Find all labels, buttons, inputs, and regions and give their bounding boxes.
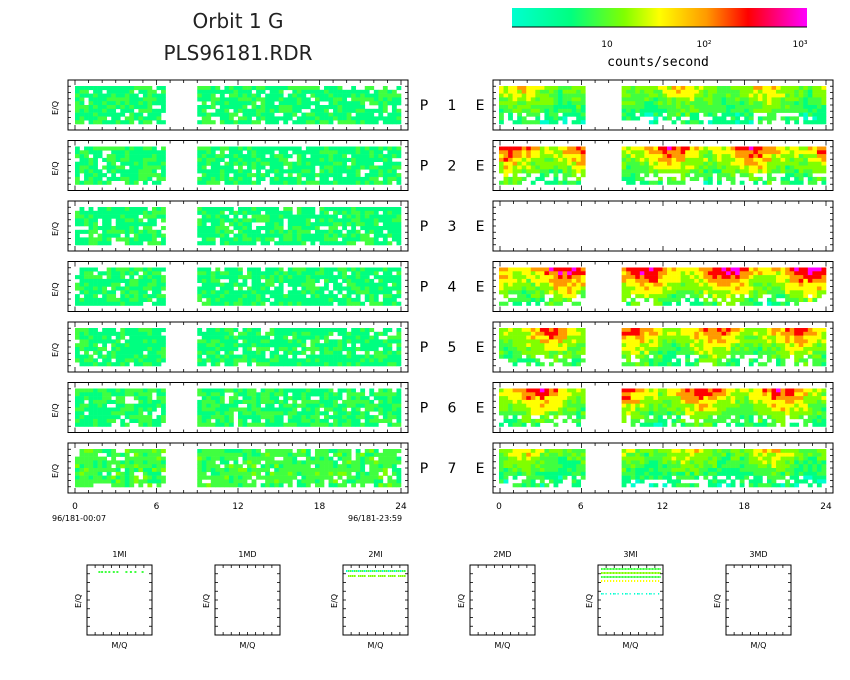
mq-panel-1mi <box>86 564 153 636</box>
colorbar-gradient <box>512 8 807 27</box>
mq-panel-title: 3MI <box>623 550 637 559</box>
title-line1: Orbit 1 G <box>193 9 284 33</box>
mq-panel-title: 1MD <box>238 550 256 559</box>
row-label-e: E <box>476 219 485 235</box>
p-cells-row-5 <box>75 328 402 367</box>
mq-panel-title: 1MI <box>112 550 126 559</box>
row-label-number: 3 <box>448 219 457 235</box>
e-xtick-label: 6 <box>578 502 584 512</box>
p-cells-row-1 <box>75 86 402 125</box>
mq-panel-title: 2MD <box>493 550 511 559</box>
mq-panel-2md <box>469 564 536 636</box>
spectrogram-grid: E/Q P 1 E E/Q P 2 E E/Q P 3 E E/Q P 4 E E/Q P 5 E E/Q P 6 E E/Q P… <box>51 79 834 523</box>
row-label-e: E <box>476 159 485 175</box>
row-label-e: E <box>476 340 485 356</box>
mq-panel-1md <box>214 564 281 636</box>
ylabel-row-3: E/Q <box>51 222 60 236</box>
colorbar-tick-2: 10² <box>696 40 711 50</box>
mq-panel-2mi <box>342 564 409 636</box>
e-cells-row-7 <box>499 449 827 488</box>
time-end-label: 96/181-23:59 <box>348 514 402 523</box>
mq-panel-xlabel: M/Q <box>112 641 128 650</box>
colorbar: 10 10² 10³ counts/second <box>512 8 808 70</box>
colorbar-tick-1: 10 <box>601 40 613 50</box>
row-label-e: E <box>476 401 485 417</box>
row-label-p: P <box>420 461 428 477</box>
row-label-number: 1 <box>448 98 457 114</box>
row-label-p: P <box>420 159 428 175</box>
mq-panel-ylabel: E/Q <box>202 594 211 608</box>
p-cells-row-7 <box>75 449 402 488</box>
ylabel-row-5: E/Q <box>51 343 60 357</box>
row-label-p: P <box>420 340 428 356</box>
e-xtick-label: 24 <box>820 502 832 512</box>
title-line2: PLS96181.RDR <box>163 41 312 65</box>
e-cells-row-2 <box>499 146 827 185</box>
row-label-number: 6 <box>448 401 457 417</box>
row-label-number: 2 <box>448 159 457 175</box>
mq-panel-xlabel: M/Q <box>495 641 511 650</box>
ylabel-row-7: E/Q <box>51 464 60 478</box>
p-cells-row-6 <box>75 388 402 427</box>
mq-panel-3md <box>725 564 792 636</box>
row-label-p: P <box>420 219 428 235</box>
row-label-p: P <box>420 280 428 296</box>
mq-panel-title: 2MI <box>368 550 382 559</box>
colorbar-label: counts/second <box>607 55 709 70</box>
mq-panel-xlabel: M/Q <box>240 641 256 650</box>
e-xtick-label: 12 <box>657 502 668 512</box>
p-xtick-label: 0 <box>72 502 78 512</box>
ylabel-row-2: E/Q <box>51 161 60 175</box>
ylabel-row-6: E/Q <box>51 403 60 417</box>
colorbar-tick-3: 10³ <box>792 40 807 50</box>
e-cells-row-5 <box>499 328 827 367</box>
ylabel-row-1: E/Q <box>51 101 60 115</box>
ylabel-row-4: E/Q <box>51 282 60 296</box>
mq-panel-title: 3MD <box>749 550 767 559</box>
mq-panel-ylabel: E/Q <box>713 594 722 608</box>
e-cells-row-6 <box>499 388 827 427</box>
p-xtick-label: 24 <box>395 502 407 512</box>
row-label-e: E <box>476 461 485 477</box>
row-label-p: P <box>420 98 428 114</box>
row-label-e: E <box>476 280 485 296</box>
row-label-number: 4 <box>448 280 457 296</box>
mq-panel-xlabel: M/Q <box>623 641 639 650</box>
p-xtick-label: 6 <box>154 502 160 512</box>
mq-panel-3mi <box>597 564 664 636</box>
p-xtick-label: 18 <box>314 502 326 512</box>
p-xtick-label: 12 <box>232 502 243 512</box>
e-xtick-label: 0 <box>496 502 502 512</box>
e-xtick-label: 18 <box>739 502 751 512</box>
e-cells-row-4 <box>499 267 827 306</box>
row-label-p: P <box>420 401 428 417</box>
row-label-e: E <box>476 98 485 114</box>
p-cells-row-2 <box>75 146 402 185</box>
mq-panel-ylabel: E/Q <box>457 594 466 608</box>
mq-panel-ylabel: E/Q <box>74 594 83 608</box>
p-cells-row-4 <box>75 267 402 306</box>
mass-per-charge-panels: 1MI E/Q M/Q 1MD E/Q M/Q 2MI E/Q M/Q 2MD E/Q M/Q 3MI E… <box>74 550 792 650</box>
time-start-label: 96/181-00:07 <box>52 514 106 523</box>
p-cells-row-3 <box>75 207 402 246</box>
row-label-number: 7 <box>448 461 457 477</box>
mq-panel-ylabel: E/Q <box>585 594 594 608</box>
row-label-number: 5 <box>448 340 457 356</box>
mq-panel-xlabel: M/Q <box>751 641 767 650</box>
mq-panel-ylabel: E/Q <box>330 594 339 608</box>
mq-panel-xlabel: M/Q <box>368 641 384 650</box>
e-panel-row-3 <box>492 200 834 252</box>
e-cells-row-1 <box>499 86 827 125</box>
